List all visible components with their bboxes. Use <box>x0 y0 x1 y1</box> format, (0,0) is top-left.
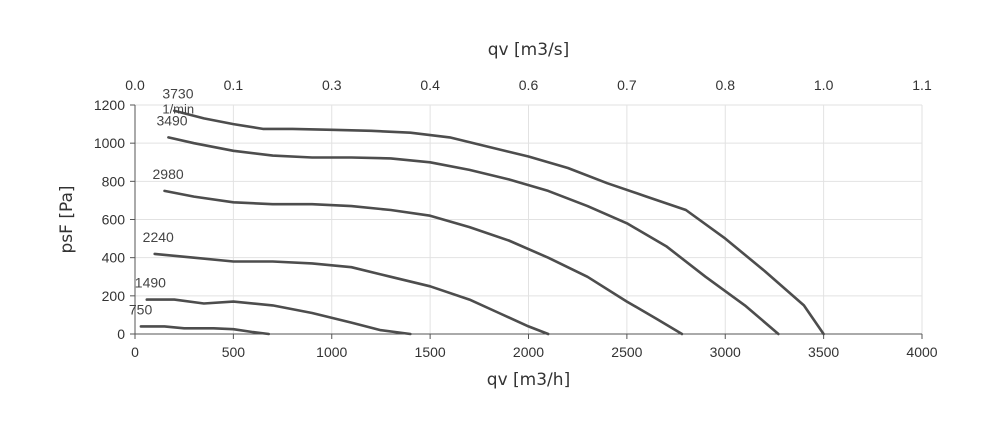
x-tick-label: 500 <box>222 344 246 360</box>
x-axis-title: qv [m3/h] <box>487 370 570 390</box>
top-tick-label: 0.8 <box>716 77 736 93</box>
series-label-2980: 2980 <box>153 166 184 182</box>
x-tick-label: 2000 <box>513 344 544 360</box>
y-tick-label: 0 <box>117 326 125 342</box>
y-tick-label: 800 <box>102 173 126 189</box>
top-axis-title: qv [m3/s] <box>488 40 569 60</box>
x-tick-label: 3500 <box>808 344 839 360</box>
y-tick-label: 200 <box>102 288 126 304</box>
top-tick-label: 0.7 <box>617 77 637 93</box>
y-tick-label: 1000 <box>94 135 125 151</box>
top-tick-label: 0.3 <box>322 77 342 93</box>
series-line-3490 <box>167 136 780 336</box>
x-tick-label: 0 <box>131 344 139 360</box>
top-tick-label: 1.1 <box>912 77 932 93</box>
series-line-1490 <box>145 298 412 336</box>
x-tick-label: 1500 <box>415 344 446 360</box>
y-tick-label: 400 <box>102 250 126 266</box>
series-label-3730: 3730 <box>162 86 193 102</box>
y-tick-label: 1200 <box>94 97 125 113</box>
series-label-750: 750 <box>129 301 153 317</box>
series-line-2980 <box>163 189 684 336</box>
top-tick-label: 0.1 <box>224 77 244 93</box>
series-line-2240 <box>153 252 550 336</box>
series-label-2240: 2240 <box>143 229 174 245</box>
top-tick-label: 0.0 <box>125 77 145 93</box>
series-label-3490: 3490 <box>156 112 187 128</box>
x-tick-label: 1000 <box>316 344 347 360</box>
top-tick-label: 0.6 <box>519 77 539 93</box>
top-tick-label: 0.4 <box>420 77 440 93</box>
y-axis-title: psF [Pa] <box>57 186 77 254</box>
y-tick-label: 600 <box>102 212 126 228</box>
x-tick-label: 4000 <box>906 344 937 360</box>
speed-unit-label: 1/min <box>162 102 194 117</box>
x-tick-label: 3000 <box>710 344 741 360</box>
top-tick-label: 1.0 <box>814 77 834 93</box>
series-label-1490: 1490 <box>135 275 166 291</box>
series-line-3730 <box>173 109 825 336</box>
x-tick-label: 2500 <box>611 344 642 360</box>
series-line-750 <box>139 325 271 336</box>
